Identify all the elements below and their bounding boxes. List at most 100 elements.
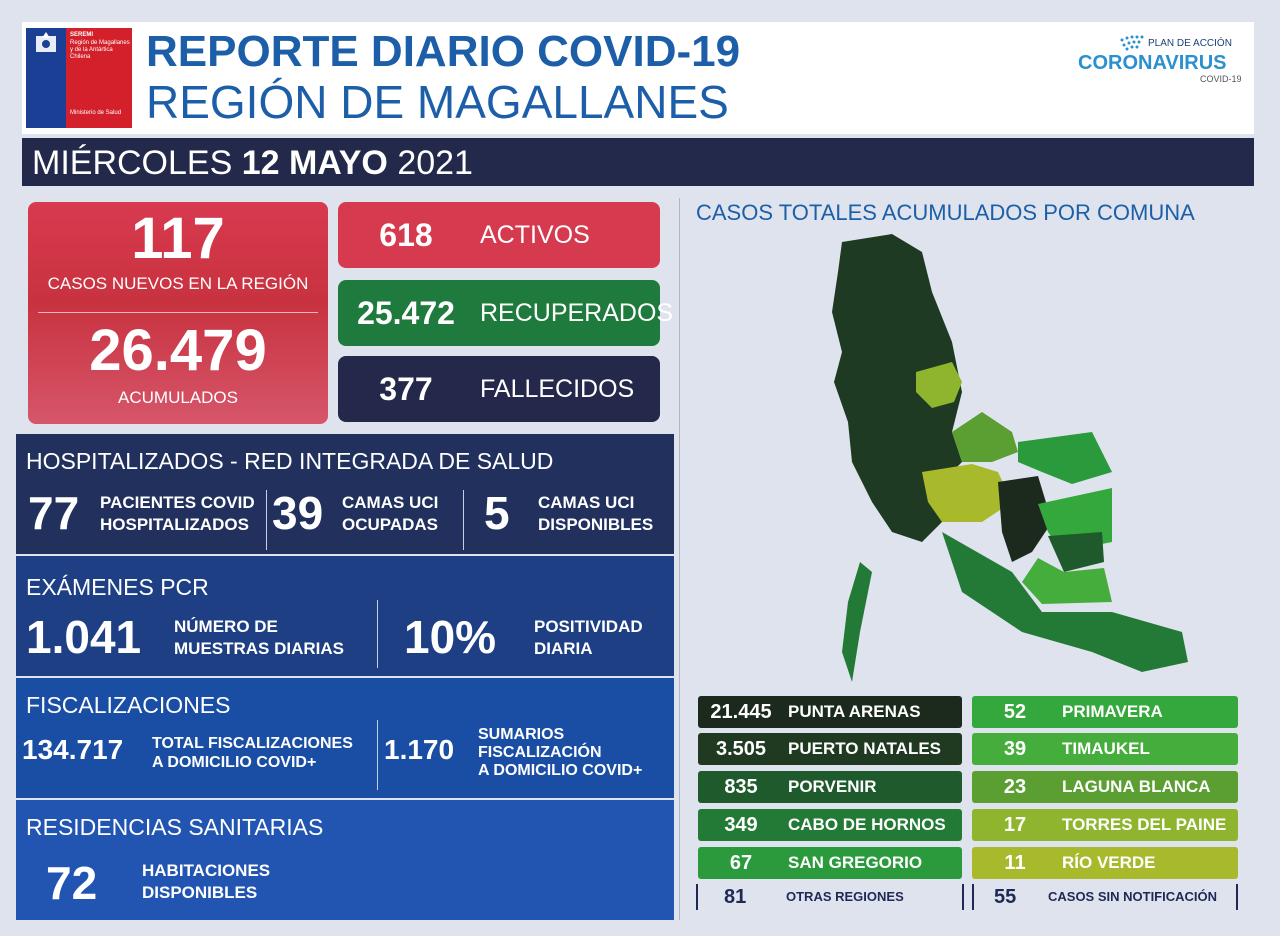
comuna-row: 11 RÍO VERDE [972,847,1238,879]
recovered-label: RECUPERADOS [480,299,674,327]
comuna-row: 835 PORVENIR [698,771,962,803]
comuna-row: 67 SAN GREGORIO [698,847,962,879]
otras-regiones-value: 81 [724,886,747,908]
residencias-value: 72 [46,857,98,909]
pcr-samples-label: NÚMERO DE MUESTRAS DIARIAS [174,617,345,658]
date-weekday: MIÉRCOLES [32,144,233,182]
date-daymonth: 12 MAYO [241,144,388,182]
pcr-title: EXÁMENES PCR [26,574,209,600]
map-region-rioverde [922,464,1012,522]
divider [1236,884,1238,910]
region-title: REGIÓN DE MAGALLANES [146,76,729,128]
deceased-label: FALLECIDOS [480,375,635,403]
plan-covid: COVID-19 [1200,74,1242,84]
otras-regiones-label: OTRAS REGIONES [786,889,904,904]
map-region-natales [832,234,962,542]
recovered-card: 25.472 RECUPERADOS [338,280,673,346]
comuna-name: RÍO VERDE [1062,853,1156,872]
comuna-name: LAGUNA BLANCA [1062,777,1211,796]
sin-notificacion-value: 55 [994,886,1017,908]
map-region-island [842,562,872,682]
active-label: ACTIVOS [480,221,590,249]
pcr-samples-value: 1.041 [26,611,142,663]
comuna-name: PUNTA ARENAS [788,702,921,721]
logo-seremi: SEREMI [70,32,94,38]
residencias-label: HABITACIONES DISPONIBLES [142,861,271,902]
comuna-row: 3.505 PUERTO NATALES [698,733,962,765]
map-title: CASOS TOTALES ACUMULADOS POR COMUNA [696,200,1195,225]
fisc-title: FISCALIZACIONES [26,692,231,718]
fiscalizaciones-panel: FISCALIZACIONES 134.717 TOTAL FISCALIZAC… [16,678,674,798]
comuna-name: CABO DE HORNOS [788,815,946,834]
comuna-value: 835 [724,776,758,798]
divider [463,490,464,550]
positivity-value: 10% [404,611,497,663]
comuna-value: 52 [1003,701,1027,723]
divider [377,600,378,668]
comuna-value: 67 [729,852,753,874]
plan-label: PLAN DE ACCIÓN [1148,38,1232,49]
icu-occupied-label: CAMAS UCI OCUPADAS [342,493,439,534]
card-divider [38,312,318,313]
hospital-title: HOSPITALIZADOS - RED INTEGRADA DE SALUD [26,448,554,474]
comuna-row: 21.445 PUNTA ARENAS [698,696,962,728]
hospital-value: 77 [28,487,80,539]
comuna-value: 21.445 [710,701,772,723]
logo-ministry: Ministerio de Salud [70,110,122,116]
comuna-name: PRIMAVERA [1062,702,1163,721]
region-map [832,234,1188,682]
divider [266,490,267,550]
new-cases-card [28,202,328,424]
comuna-value: 349 [724,814,758,836]
divider [962,884,964,910]
report-date: MIÉRCOLES 12 MAYO 2021 [32,144,473,182]
icu-occupied-value: 39 [272,487,324,539]
fisc-total-value: 134.717 [22,734,124,765]
comuna-name: SAN GREGORIO [788,853,923,872]
accumulated-value: 26.479 [89,318,267,383]
comuna-row: 39 TIMAUKEL [972,733,1238,765]
report-title: REPORTE DIARIO COVID-19 [146,27,741,76]
comuna-name: PUERTO NATALES [788,739,942,758]
comuna-value: 23 [1003,776,1027,798]
comuna-name: PORVENIR [788,777,877,796]
icu-available-value: 5 [484,487,510,539]
residencias-panel: RESIDENCIAS SANITARIAS 72 HABITACIONES DI… [16,800,674,920]
date-bar [22,138,1254,186]
comuna-value: 39 [1003,738,1027,760]
comuna-value: 3.505 [715,738,767,760]
date-year: 2021 [397,144,473,182]
coat-of-arms-icon [36,32,56,52]
active-value: 618 [379,217,433,253]
fisc-total-label: TOTAL FISCALIZACIONES A DOMICILIO COVID+ [152,735,353,771]
sin-notificacion-label: CASOS SIN NOTIFICACIÓN [1048,889,1218,904]
comuna-value: 11 [1004,852,1026,874]
divider [696,884,698,910]
comuna-row: 23 LAGUNA BLANCA [972,771,1238,803]
comuna-name: TORRES DEL PAINE [1062,815,1227,834]
map-region-cabohornos [942,532,1188,672]
seremi-logo: SEREMI Región de Magallanes y de la Antá… [26,28,132,128]
hospital-label: PACIENTES COVID HOSPITALIZADOS [100,493,255,534]
plan-coronavirus: CORONAVIRUS [1078,52,1227,74]
sumarios-label: SUMARIOS FISCALIZACIÓN A DOMICILIO COVID+ [478,726,643,779]
logo-blue-band [26,28,66,128]
pcr-panel: EXÁMENES PCR 1.041 NÚMERO DE MUESTRAS DIA… [16,556,674,676]
divider [972,884,974,910]
accumulated-label: ACUMULADOS [118,388,238,407]
header-bar [22,22,1254,134]
new-cases-label: CASOS NUEVOS EN LA REGIÓN [47,274,309,293]
map-region-puntaarenas [998,476,1052,562]
comuna-row: 52 PRIMAVERA [972,696,1238,728]
deceased-card: 377 FALLECIDOS [338,356,660,422]
icu-available-label: CAMAS UCI DISPONIBLES [538,493,654,534]
recovered-value: 25.472 [357,295,455,331]
deceased-value: 377 [379,371,433,407]
sumarios-value: 1.170 [384,734,455,765]
divider [377,720,378,790]
map-region-porvenir [1048,532,1104,572]
comuna-value: 17 [1003,814,1027,836]
plan-logo-icon [1120,35,1144,51]
hospital-panel: HOSPITALIZADOS - RED INTEGRADA DE SALUD … [16,434,674,554]
map-region-torres [916,362,962,408]
